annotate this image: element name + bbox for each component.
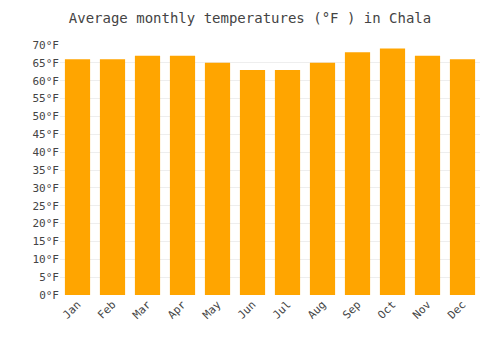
svg-text:Aug: Aug — [305, 298, 328, 321]
svg-text:40°F: 40°F — [33, 146, 60, 159]
svg-text:50°F: 50°F — [33, 110, 60, 123]
svg-text:Sep: Sep — [340, 298, 363, 321]
svg-text:55°F: 55°F — [33, 92, 60, 105]
svg-text:65°F: 65°F — [33, 57, 60, 70]
svg-text:Nov: Nov — [410, 298, 434, 322]
svg-text:Jun: Jun — [235, 298, 258, 321]
svg-text:Jan: Jan — [60, 298, 83, 321]
svg-text:May: May — [200, 298, 224, 322]
svg-text:Feb: Feb — [95, 298, 118, 321]
svg-text:35°F: 35°F — [33, 164, 60, 177]
svg-text:20°F: 20°F — [33, 217, 60, 230]
svg-text:Dec: Dec — [445, 298, 468, 321]
svg-text:0°F: 0°F — [39, 289, 59, 302]
svg-text:70°F: 70°F — [33, 39, 60, 52]
svg-text:Mar: Mar — [130, 298, 154, 322]
svg-text:30°F: 30°F — [33, 182, 60, 195]
svg-text:5°F: 5°F — [39, 271, 59, 284]
svg-text:Jul: Jul — [270, 298, 293, 321]
svg-text:Average monthly temperatures (: Average monthly temperatures (°F ) in Ch… — [69, 10, 431, 26]
svg-text:10°F: 10°F — [33, 253, 60, 266]
svg-text:15°F: 15°F — [33, 235, 60, 248]
svg-text:Oct: Oct — [375, 298, 398, 321]
svg-text:Apr: Apr — [165, 298, 189, 322]
svg-text:45°F: 45°F — [33, 128, 60, 141]
svg-text:25°F: 25°F — [33, 200, 60, 213]
svg-text:60°F: 60°F — [33, 75, 60, 88]
